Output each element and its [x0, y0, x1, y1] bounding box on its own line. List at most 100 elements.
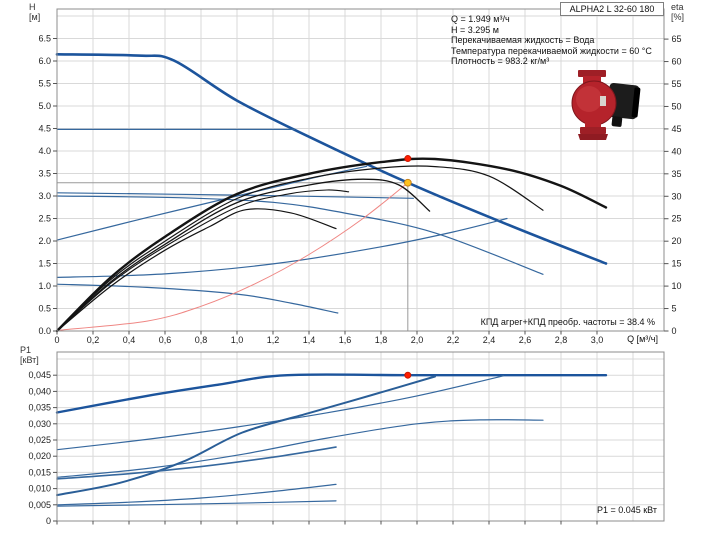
p1-tick-label: 0,025 [28, 435, 51, 445]
power-chart-frame [56, 351, 665, 522]
pump-image [571, 70, 641, 140]
duty-data-block: Q = 1.949 м³/ч H = 3.295 м Перекачиваема… [451, 14, 652, 67]
pump-curve-speed-1 [56, 283, 339, 314]
q-tick-label: 3,0 [591, 335, 604, 345]
eta-tick-label: 0 [672, 326, 677, 336]
p1-tick-label: 0,030 [28, 419, 51, 429]
h-tick-label: 3.0 [38, 191, 51, 201]
q-tick-label: 1,8 [375, 335, 388, 345]
power-curve-speed-max [55, 373, 608, 414]
duty-flow-line: Q = 1.949 м³/ч [451, 14, 510, 24]
eta-tick-label: 30 [672, 191, 682, 201]
h-tick-label: 1.0 [38, 281, 51, 291]
eta-tick-label: 40 [672, 146, 682, 156]
pump-body [571, 70, 617, 140]
main-chart-frame [56, 8, 665, 332]
h-tick-label: 5.5 [38, 79, 51, 89]
eta-tick-label: 60 [672, 57, 682, 67]
q-tick-label: 0,8 [195, 335, 208, 345]
eta-tick-label: 50 [672, 101, 682, 111]
h-tick-label: 1.5 [38, 259, 51, 269]
eta-tick-label: 55 [672, 79, 682, 89]
p1-tick-label: 0,005 [28, 500, 51, 510]
p1-axis-symbol: P1 [20, 345, 32, 355]
eta-curve-2 [56, 165, 544, 332]
p1-tick-label: 0,020 [28, 451, 51, 461]
q-tick-label: 1,0 [231, 335, 244, 345]
eta-tick-label: 20 [672, 236, 682, 246]
pump-curve-speed-2 [56, 195, 544, 275]
power-curve-const-pressure-mid [56, 419, 544, 478]
eta-tick-label: 15 [672, 259, 682, 269]
h-axis-unit: [м] [29, 12, 41, 22]
liquid-temperature-line: Температура перекачиваемой жидкости = 60… [451, 45, 652, 56]
p1-tick-label: 0,040 [28, 386, 51, 396]
power-curve-speed-1 [56, 483, 337, 506]
h-axis-symbol: H [29, 2, 36, 12]
q-tick-label: 0,2 [87, 335, 100, 345]
h-axis-title: H [м] [29, 2, 40, 22]
eta-tick-label: 25 [672, 214, 682, 224]
p1-axis-title: P1 [кВт] [20, 345, 39, 365]
pump-type-box: ALPHA2 L 32-60 180 [560, 2, 664, 16]
q-tick-label: 0 [54, 335, 59, 345]
eta-tick-label: 10 [672, 281, 682, 291]
pumped-liquid-line: Перекачиваемая жидкость = Вода [451, 35, 595, 46]
power-curve-speed-2 [56, 446, 337, 480]
eta-tick-label: 5 [672, 304, 677, 314]
eta-tick-label: 35 [672, 169, 682, 179]
eta-curve-4 [56, 208, 337, 332]
p1-tick-label: 0,045 [28, 370, 51, 380]
p1-tick-label: 0,035 [28, 403, 51, 413]
q-tick-label: 2,8 [555, 335, 568, 345]
h-tick-label: 3.5 [38, 169, 51, 179]
eta-curve-5 [56, 189, 350, 332]
control-curve-prop-pressure-high [56, 165, 368, 241]
eta-axis-unit: [%] [671, 12, 685, 22]
q-tick-label: 1,4 [303, 335, 316, 345]
h-tick-label: 0.0 [38, 326, 51, 336]
power-point-marker [404, 371, 412, 379]
h-tick-label: 0.5 [38, 304, 51, 314]
efficiency-point-marker [404, 155, 412, 163]
q-tick-label: 2,4 [483, 335, 496, 345]
eta-axis-symbol: eta [671, 2, 684, 12]
eta-axis-title: eta [%] [671, 2, 684, 22]
eta-curve-3 [56, 178, 431, 332]
h-tick-label: 4.0 [38, 146, 51, 156]
duty-head-line: H = 3.295 м [451, 24, 499, 35]
power-curve-prop-pressure-high [56, 375, 436, 497]
p1-tick-label: 0 [46, 516, 51, 526]
density-line: Плотность = 983.2 кг/м³ [451, 56, 550, 67]
h-tick-label: 5.0 [38, 101, 51, 111]
h-tick-label: 6.0 [38, 56, 51, 66]
eta-tick-label: 65 [672, 34, 682, 44]
power-curve-const-pressure-high [56, 375, 504, 451]
q-tick-label: 2,2 [447, 335, 460, 345]
q-tick-label: 1,2 [267, 335, 280, 345]
duty-point-marker [403, 178, 412, 187]
h-tick-label: 2.0 [38, 236, 51, 246]
p1-tick-label: 0,015 [28, 467, 51, 477]
q-tick-label: 1,6 [339, 335, 352, 345]
h-tick-label: 4.5 [38, 124, 51, 134]
eta-curve-max [55, 157, 608, 333]
system-curve [60, 182, 409, 331]
h-tick-label: 2.5 [38, 214, 51, 224]
h-tick-label: 6.5 [38, 34, 51, 44]
q-tick-label: 0,4 [123, 335, 136, 345]
q-tick-label: 0,6 [159, 335, 172, 345]
q-tick-label: 2,0 [411, 335, 424, 345]
p1-tick-label: 0,010 [28, 484, 51, 494]
power-annotation: P1 = 0.045 кВт [596, 505, 657, 515]
q-axis-title: Q [м³/ч] [627, 334, 658, 344]
power-curve-prop-pressure-low [56, 500, 337, 507]
efficiency-annotation: КПД агрег+КПД преобр. частоты = 38.4 % [480, 317, 655, 327]
pump-curve-speed-max [55, 53, 608, 265]
q-tick-label: 2,6 [519, 335, 532, 345]
eta-tick-label: 45 [672, 124, 682, 134]
p1-axis-unit: [кВт] [20, 355, 39, 365]
control-curve-prop-pressure-low [56, 217, 508, 278]
